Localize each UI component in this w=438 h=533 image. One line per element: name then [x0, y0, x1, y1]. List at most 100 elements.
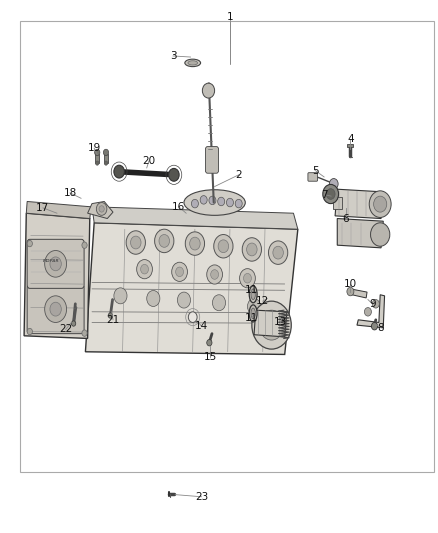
Ellipse shape [188, 61, 198, 65]
Text: 2: 2 [235, 170, 242, 180]
Circle shape [372, 300, 379, 308]
Text: 1: 1 [226, 12, 233, 22]
Circle shape [218, 197, 225, 206]
Polygon shape [88, 201, 113, 219]
Circle shape [96, 203, 107, 215]
Circle shape [141, 264, 148, 274]
Circle shape [209, 196, 216, 205]
Circle shape [371, 322, 378, 330]
Circle shape [226, 198, 233, 207]
Circle shape [268, 241, 288, 264]
FancyBboxPatch shape [205, 147, 219, 173]
Circle shape [207, 340, 212, 346]
Text: 20: 20 [142, 156, 155, 166]
Text: 8: 8 [378, 323, 385, 333]
Circle shape [45, 251, 67, 277]
FancyBboxPatch shape [308, 173, 318, 181]
FancyBboxPatch shape [27, 239, 84, 288]
Circle shape [71, 321, 76, 326]
Circle shape [273, 246, 283, 259]
Circle shape [82, 242, 87, 248]
Text: 9: 9 [369, 299, 376, 309]
Circle shape [176, 267, 184, 277]
Circle shape [95, 149, 100, 156]
Polygon shape [357, 295, 385, 328]
Ellipse shape [251, 308, 255, 319]
Bar [20, 21, 434, 472]
Circle shape [50, 302, 61, 316]
Ellipse shape [249, 305, 257, 322]
Ellipse shape [249, 286, 257, 303]
Text: 3: 3 [170, 51, 177, 61]
Circle shape [326, 189, 335, 199]
Text: 7: 7 [321, 190, 328, 199]
Text: 6: 6 [343, 214, 350, 223]
Text: 11: 11 [244, 313, 258, 323]
Circle shape [104, 161, 108, 165]
Bar [333, 197, 342, 209]
Circle shape [126, 231, 145, 254]
Ellipse shape [251, 289, 255, 300]
Text: 4: 4 [347, 134, 354, 143]
Bar [104, 154, 108, 163]
Polygon shape [337, 219, 383, 248]
Circle shape [207, 265, 223, 284]
Circle shape [247, 298, 261, 314]
Circle shape [188, 312, 197, 322]
Circle shape [131, 236, 141, 249]
Text: 10: 10 [344, 279, 357, 288]
Circle shape [244, 273, 251, 283]
Circle shape [45, 296, 67, 322]
Circle shape [191, 199, 198, 208]
Circle shape [159, 235, 170, 247]
Polygon shape [92, 207, 298, 229]
Circle shape [371, 223, 390, 246]
Text: 5: 5 [312, 166, 319, 175]
Ellipse shape [184, 190, 245, 215]
Circle shape [169, 168, 179, 181]
Circle shape [369, 191, 391, 217]
Circle shape [114, 165, 124, 178]
Text: 21: 21 [106, 315, 120, 325]
Bar [95, 154, 99, 163]
Circle shape [202, 83, 215, 98]
Circle shape [172, 262, 187, 281]
Polygon shape [254, 310, 287, 337]
Text: 22: 22 [59, 325, 72, 334]
Polygon shape [26, 201, 91, 219]
Circle shape [242, 238, 261, 261]
FancyBboxPatch shape [27, 285, 84, 334]
Circle shape [95, 161, 99, 165]
Text: 11: 11 [244, 285, 258, 295]
Circle shape [114, 288, 127, 304]
Polygon shape [85, 223, 298, 354]
Circle shape [218, 240, 229, 253]
Circle shape [212, 295, 226, 311]
Circle shape [252, 301, 291, 349]
Circle shape [347, 287, 354, 296]
Polygon shape [335, 189, 383, 219]
Circle shape [190, 237, 200, 250]
Text: 15: 15 [204, 352, 217, 362]
Bar [347, 144, 353, 147]
Text: 23: 23 [195, 492, 208, 502]
Text: 12: 12 [256, 296, 269, 306]
Circle shape [185, 232, 205, 255]
Text: 14: 14 [195, 321, 208, 331]
Ellipse shape [185, 59, 201, 67]
Circle shape [82, 330, 87, 336]
Circle shape [177, 292, 191, 308]
Circle shape [200, 196, 207, 204]
Circle shape [27, 240, 32, 247]
Circle shape [147, 290, 160, 306]
Text: 13: 13 [274, 318, 287, 327]
Circle shape [137, 260, 152, 279]
Circle shape [214, 235, 233, 258]
Circle shape [364, 308, 371, 316]
Circle shape [247, 243, 257, 256]
Text: 16: 16 [172, 202, 185, 212]
Text: 19: 19 [88, 143, 101, 153]
Circle shape [323, 184, 339, 204]
Circle shape [103, 149, 109, 156]
Circle shape [329, 179, 338, 189]
